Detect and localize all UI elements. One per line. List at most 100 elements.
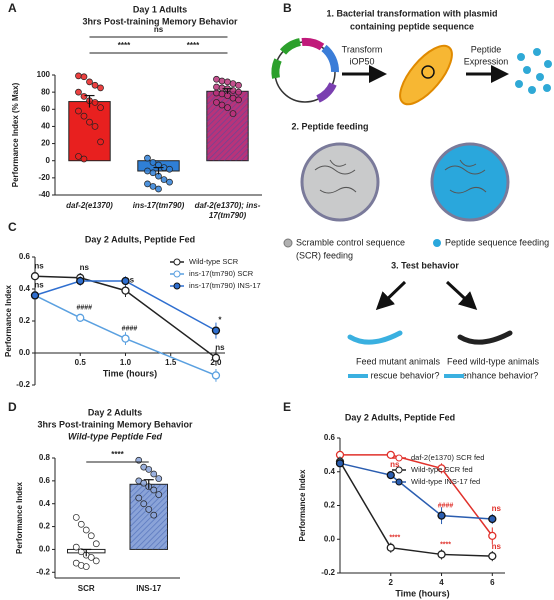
- y-axis-label: Performance Index: [298, 469, 307, 542]
- data-point: [150, 486, 158, 494]
- data-point: [224, 104, 231, 111]
- y-tick-label: 0: [46, 156, 51, 165]
- y-tick-label: 20: [41, 139, 50, 148]
- y-tick-label: -0.2: [321, 568, 335, 577]
- bar-hatch: [206, 91, 249, 161]
- y-tick-label: 0.6: [39, 476, 51, 485]
- data-point: [30, 272, 40, 281]
- plasmid-segment: [321, 44, 339, 73]
- data-point: [149, 183, 157, 190]
- data-point: [211, 371, 221, 380]
- legend-dot: [283, 238, 293, 248]
- x-tick-label: 1.5: [165, 358, 177, 367]
- annotation: ####: [76, 305, 92, 312]
- worm-blue: [347, 330, 403, 345]
- data-point: [229, 110, 237, 117]
- data-point: [488, 551, 497, 561]
- question: rescue behavior?: [370, 370, 439, 380]
- data-point: [213, 99, 220, 106]
- y-tick-label: 40: [41, 122, 50, 131]
- data-point: [437, 550, 446, 559]
- y-tick-label: 0.0: [19, 348, 31, 357]
- legend-label: daf-2(e1370) SCR fed: [411, 453, 484, 462]
- legend-label: ins-17(tm790) INS-17: [189, 281, 261, 290]
- annotation: ****: [389, 535, 400, 542]
- question: enhance behavior?: [462, 370, 539, 380]
- y-tick-label: 100: [37, 70, 51, 79]
- data-point: [335, 459, 345, 468]
- y-tick-label: 0.0: [39, 545, 51, 554]
- y-tick-label: 0.6: [19, 252, 31, 261]
- data-point: [166, 178, 173, 186]
- step-label: Transform: [342, 44, 383, 54]
- data-point: [160, 176, 168, 183]
- y-tick-label: 0.0: [324, 534, 336, 543]
- annotation: ns: [390, 460, 400, 469]
- data-point: [144, 180, 151, 188]
- plate-scr: [300, 142, 380, 222]
- step-title: 3. Test behavior: [391, 260, 459, 270]
- data-point: [213, 75, 220, 83]
- data-point: [140, 500, 148, 508]
- worm-black: [457, 330, 513, 345]
- data-point: [80, 112, 88, 120]
- legend-marker: [173, 270, 181, 278]
- legend-text: Peptide sequence feeding: [445, 237, 549, 247]
- chart-subtitle: Wild-type Peptide Fed: [68, 431, 162, 441]
- series-line: [339, 461, 493, 557]
- question: Feed mutant animals: [356, 356, 441, 366]
- panel-b: B 1. Bacterial transformation with plasm…: [271, 1, 552, 380]
- data-point: [229, 80, 237, 87]
- x-axis-label: Time (hours): [395, 588, 449, 598]
- data-point: [211, 353, 221, 362]
- data-point: [386, 543, 395, 552]
- data-point: [144, 154, 151, 162]
- data-point: [213, 83, 220, 91]
- data-point: [437, 464, 446, 473]
- data-point: [121, 276, 130, 286]
- x-tick-label: daf-2(e1370); ins-17(tm790): [194, 201, 261, 220]
- legend-marker: [395, 454, 403, 462]
- y-tick-label: 0.6: [324, 433, 336, 442]
- data-point: [97, 104, 104, 111]
- significance-label: ****: [118, 41, 131, 50]
- data-point: [75, 72, 82, 80]
- legend-marker: [173, 282, 181, 290]
- x-axis-label: Time (hours): [103, 368, 157, 378]
- x-tick-label: daf-2(e1370): [66, 201, 113, 210]
- annotation: ns: [80, 263, 90, 272]
- data-point: [91, 123, 99, 130]
- chart-title: Day 1 Adults: [133, 4, 187, 14]
- chart-subtitle: 3hrs Post-training Memory Behavior: [82, 16, 238, 26]
- data-point: [77, 548, 85, 556]
- data-point: [488, 531, 497, 541]
- panel-letter: E: [283, 400, 291, 414]
- plasmid-segment: [271, 58, 282, 79]
- x-tick-label: INS-17: [136, 584, 162, 593]
- data-point: [150, 511, 158, 519]
- annotation: ****: [440, 541, 451, 548]
- data-point: [72, 543, 80, 551]
- y-tick-label: -20: [38, 173, 50, 182]
- step-title: 1. Bacterial transformation with plasmid: [326, 8, 497, 18]
- data-point: [155, 491, 163, 498]
- data-point: [72, 514, 80, 521]
- legend-marker: [173, 258, 181, 266]
- significance-label: ns: [154, 25, 164, 34]
- data-point: [218, 90, 226, 98]
- data-point: [30, 291, 40, 300]
- data-point: [97, 84, 104, 92]
- panel-letter: B: [283, 1, 292, 15]
- data-point: [149, 169, 157, 177]
- annotation: ns: [492, 542, 502, 551]
- data-point: [235, 88, 242, 96]
- chart-title: Day 2 Adults, Peptide Fed: [345, 412, 455, 422]
- worms: [314, 159, 487, 194]
- data-point: [91, 99, 99, 106]
- data-point: [213, 89, 220, 97]
- legend-label: Wild-type SCR fed: [411, 465, 473, 474]
- legend-dot: [433, 239, 441, 247]
- data-point: [218, 84, 226, 92]
